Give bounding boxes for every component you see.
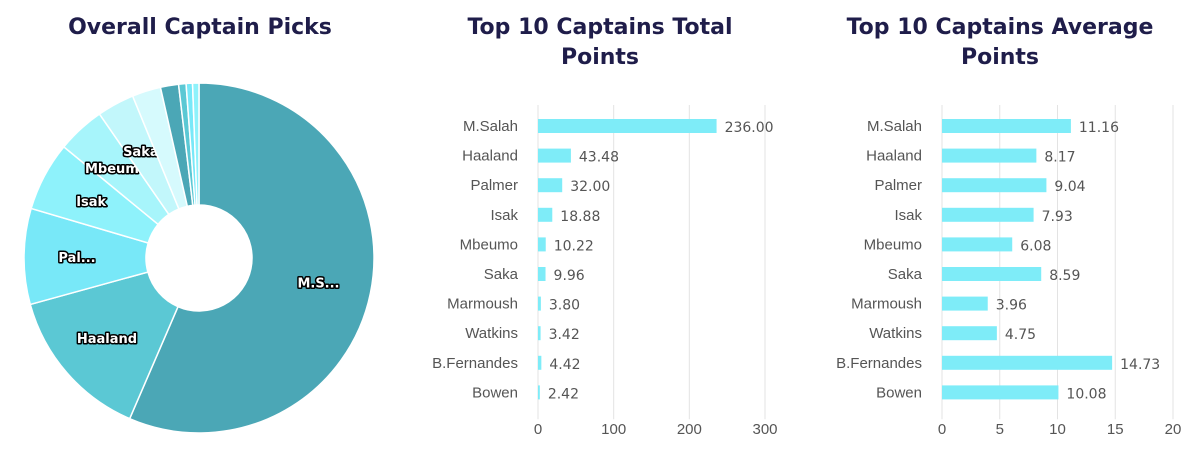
bar-m-salah [538, 119, 717, 133]
category-label: Bowen [472, 384, 518, 401]
bar-watkins [538, 326, 541, 341]
x-tick-label: 0 [938, 421, 946, 438]
bar-watkins [942, 326, 997, 341]
data-label: 11.16 [1079, 120, 1119, 136]
pie-slice-other [191, 82, 200, 206]
pie-slice-label: Haaland [77, 332, 137, 347]
data-label: 3.96 [996, 298, 1027, 314]
x-tick-label: 10 [1049, 421, 1066, 438]
bar-bowen [942, 385, 1059, 400]
x-tick-label: 100 [601, 421, 626, 438]
data-label: 236.00 [725, 120, 774, 136]
pie-slice-label: Pal... [58, 251, 95, 266]
data-label: 18.88 [560, 209, 600, 225]
bar-marmoush [942, 296, 988, 311]
data-label: 8.17 [1044, 150, 1075, 166]
x-tick-label: 20 [1165, 421, 1182, 438]
bar-saka [538, 267, 546, 281]
total-points-panel: Top 10 Captains Total Points 0 100 200 300 M… [400, 0, 800, 457]
category-label: Watkins [869, 325, 922, 342]
category-label: Watkins [465, 325, 518, 342]
bar-b-fernandes [942, 355, 1113, 370]
pie-slice-label: M.S... [297, 277, 339, 292]
category-label: Marmoush [447, 296, 518, 313]
bar-mbeumo [538, 237, 546, 252]
bar-mbeumo [942, 237, 1013, 252]
pie-slice-haaland [29, 271, 179, 420]
category-label: Isak [894, 207, 922, 224]
total-points-title: Top 10 Captains Total Points [467, 15, 733, 70]
category-label: Palmer [874, 177, 922, 194]
bar-marmoush [538, 296, 541, 311]
category-label: Mbeumo [460, 236, 518, 253]
data-label: 3.80 [549, 298, 580, 314]
category-label: B.Fernandes [432, 355, 518, 372]
data-label: 2.42 [548, 386, 579, 402]
data-label: 10.08 [1066, 386, 1106, 402]
average-points-chart: 0 5 10 15 20 M.Salah 11.16 Haaland 8.17 Palmer 9.0… [836, 105, 1182, 438]
data-label: 4.75 [1005, 327, 1036, 343]
category-label: M.Salah [867, 118, 922, 135]
x-tick-label: 5 [996, 421, 1004, 438]
data-label: 6.08 [1020, 238, 1051, 254]
category-label: B.Fernandes [836, 355, 922, 372]
bar-haaland [942, 148, 1037, 163]
bar-haaland [538, 148, 571, 163]
data-label: 9.04 [1054, 179, 1085, 195]
category-label: Saka [888, 266, 923, 283]
bar-saka [942, 267, 1042, 281]
pie-title: Overall Captain Picks [68, 15, 332, 40]
pie-slice-label: Mbeumo [85, 162, 148, 177]
bar-palmer [538, 178, 563, 193]
category-label: Saka [484, 266, 519, 283]
average-points-panel: Top 10 Captains Average Points 0 5 10 15 20 M… [800, 0, 1200, 457]
x-tick-label: 300 [752, 421, 777, 438]
bar-isak [942, 207, 1034, 222]
data-label: 14.73 [1120, 357, 1160, 373]
category-label: M.Salah [463, 118, 518, 135]
x-tick-label: 15 [1107, 421, 1124, 438]
category-label: Haaland [462, 148, 518, 165]
category-label: Palmer [470, 177, 518, 194]
data-label: 9.96 [554, 268, 585, 284]
pie-slice-label: Saka [123, 145, 159, 160]
data-label: 43.48 [579, 150, 619, 166]
category-label: Marmoush [851, 296, 922, 313]
category-label: Haaland [866, 148, 922, 165]
data-label: 10.22 [554, 238, 594, 254]
category-label: Isak [490, 207, 518, 224]
average-points-title: Top 10 Captains Average Points [846, 15, 1154, 70]
bar-palmer [942, 178, 1047, 193]
bar-isak [538, 207, 553, 222]
pie-slice-label: Isak [76, 195, 106, 210]
x-tick-label: 0 [534, 421, 542, 438]
total-points-chart: 0 100 200 300 M.Salah 236.00 Haaland 43.48 Palme… [432, 105, 778, 438]
pie-slice-m-salah [128, 82, 375, 434]
category-label: Mbeumo [864, 236, 922, 253]
data-label: 8.59 [1049, 268, 1080, 284]
bar-bowen [538, 385, 540, 400]
pie-panel: Overall Captain Picks M.S... Haaland Pal..… [0, 0, 400, 457]
data-label: 4.42 [549, 357, 580, 373]
pie-chart: M.S... Haaland Pal... Isak Mbeumo Saka [23, 82, 375, 434]
x-tick-label: 200 [677, 421, 702, 438]
data-label: 3.42 [549, 327, 580, 343]
data-label: 7.93 [1042, 209, 1073, 225]
bar-m-salah [942, 119, 1071, 133]
bar-b-fernandes [538, 355, 542, 370]
data-label: 32.00 [570, 179, 610, 195]
category-label: Bowen [876, 384, 922, 401]
